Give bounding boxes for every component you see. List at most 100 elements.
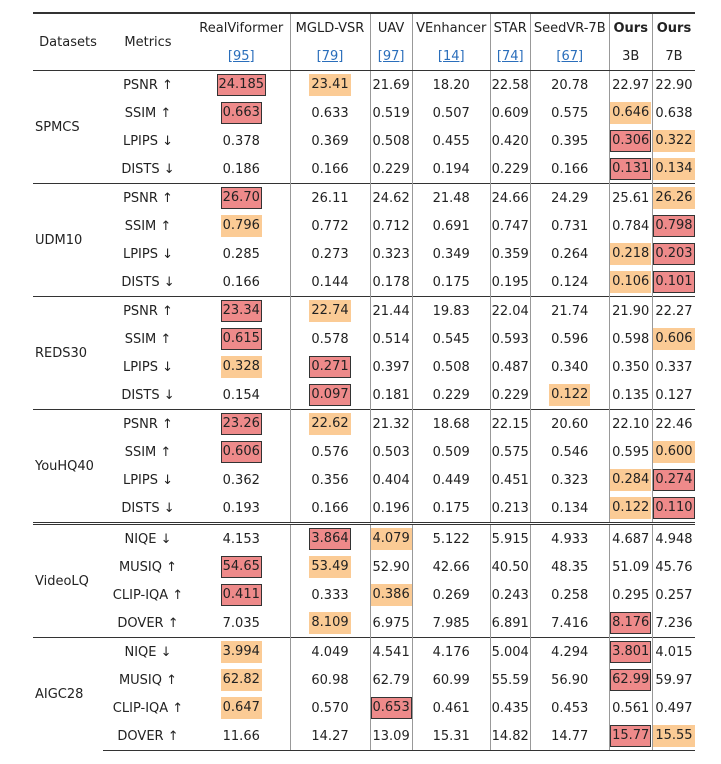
column-note: [95] — [193, 42, 290, 71]
table-row: SSIM ↑ 0.606 0.576 0.503 0.509 0.575 0.546 0.59… — [33, 438, 696, 466]
value-cell: 0.600 — [651, 438, 696, 466]
value: 52.90 — [372, 559, 410, 575]
value: 0.772 — [311, 218, 349, 234]
value: 0.575 — [491, 444, 529, 460]
value: 21.32 — [372, 416, 410, 432]
value-cell: 4.015 — [651, 637, 696, 666]
value-cell: 0.181 — [369, 381, 413, 410]
value: 5.915 — [491, 531, 529, 547]
value: 7.416 — [551, 615, 589, 631]
value-cell: 0.578 — [289, 325, 370, 353]
value-cell: 5.915 — [489, 522, 531, 553]
value-cell: 0.196 — [369, 494, 413, 524]
value-cell: 0.570 — [289, 694, 370, 722]
value: 0.166 — [551, 161, 589, 177]
value: 0.195 — [491, 274, 529, 290]
value-cell: 18.68 — [411, 409, 491, 438]
value-cell: 0.633 — [289, 99, 370, 127]
value: 0.175 — [432, 500, 470, 516]
results-table: Datasets Metrics RealViformer MGLD-VSR UAV… — [33, 12, 696, 751]
value: 0.269 — [432, 587, 470, 603]
dataset-name: SPMCS — [33, 70, 103, 184]
value: 0.323 — [372, 246, 410, 262]
value: 0.497 — [655, 700, 693, 716]
citation[interactable]: [74] — [496, 48, 524, 64]
value: 0.455 — [432, 133, 470, 149]
best-value: 0.306 — [610, 130, 652, 152]
column-name: UAV — [369, 12, 413, 42]
value-cell: 0.595 — [608, 438, 653, 466]
best-value: 0.663 — [220, 102, 262, 124]
value-cell: 0.395 — [529, 127, 610, 155]
value: 0.514 — [372, 331, 410, 347]
value-cell: 0.106 — [608, 268, 653, 297]
value-cell: 0.193 — [193, 494, 290, 524]
value-cell: 0.333 — [289, 581, 370, 609]
value: 22.97 — [612, 77, 650, 93]
metric-name: PSNR ↑ — [103, 183, 193, 212]
value-cell: 0.606 — [651, 325, 696, 353]
value-cell: 24.185 — [193, 70, 290, 99]
value: 0.575 — [551, 105, 589, 121]
value-cell: 0.397 — [369, 353, 413, 381]
value-cell: 0.653 — [369, 694, 413, 722]
value: 0.323 — [551, 472, 589, 488]
value-cell: 0.455 — [411, 127, 491, 155]
second-value: 0.328 — [220, 356, 262, 378]
value-cell: 0.747 — [489, 212, 531, 240]
value: 0.449 — [432, 472, 470, 488]
value-cell: 0.175 — [411, 268, 491, 297]
value: 22.58 — [491, 77, 529, 93]
value: 4.948 — [655, 531, 693, 547]
value: 0.124 — [551, 274, 589, 290]
value: 0.349 — [432, 246, 470, 262]
metric-name: DOVER ↑ — [117, 615, 179, 631]
value: 4.294 — [551, 644, 589, 660]
value-cell: 0.213 — [489, 494, 531, 524]
second-value: 0.796 — [220, 215, 262, 237]
column-name: Ours — [651, 12, 696, 42]
value-cell: 6.891 — [489, 609, 531, 638]
value-cell: 0.229 — [489, 381, 531, 410]
value: 4.933 — [551, 531, 589, 547]
citation[interactable]: [95] — [227, 48, 255, 64]
value-cell: 0.609 — [489, 99, 531, 127]
value-cell: 4.541 — [369, 637, 413, 666]
second-value: 0.122 — [610, 497, 652, 519]
value-cell: 0.134 — [529, 494, 610, 524]
value-cell: 15.31 — [411, 722, 491, 751]
value-cell: 21.90 — [608, 296, 653, 325]
table-row: DISTS ↓ 0.166 0.144 0.178 0.175 0.195 0.124 0.1… — [33, 268, 696, 297]
value: 40.50 — [491, 559, 529, 575]
second-value: 0.386 — [371, 584, 412, 606]
table-row: SSIM ↑ 0.663 0.633 0.519 0.507 0.609 0.575 0.64… — [33, 99, 696, 127]
value-cell: 0.461 — [411, 694, 491, 722]
value-cell: 0.127 — [651, 381, 696, 410]
value: 0.404 — [372, 472, 410, 488]
value: 0.609 — [491, 105, 529, 121]
best-value: 0.203 — [653, 243, 695, 265]
best-value: 0.110 — [653, 497, 695, 519]
value-cell: 4.294 — [529, 637, 610, 666]
value: 24.62 — [372, 190, 410, 206]
value-cell: 4.948 — [651, 522, 696, 553]
value-cell: 0.166 — [289, 494, 370, 524]
citation[interactable]: [67] — [556, 48, 584, 64]
value-cell: 0.154 — [193, 381, 290, 410]
value: 0.453 — [551, 700, 589, 716]
second-value: 62.82 — [220, 669, 262, 691]
value-cell: 0.323 — [529, 466, 610, 494]
value-cell: 52.90 — [369, 553, 413, 581]
value-cell: 22.15 — [489, 409, 531, 438]
value-cell: 4.153 — [193, 522, 290, 553]
value-cell: 11.66 — [193, 722, 290, 751]
value: 0.178 — [372, 274, 410, 290]
citation[interactable]: [97] — [377, 48, 405, 64]
value-cell: 0.124 — [529, 268, 610, 297]
value-cell: 21.74 — [529, 296, 610, 325]
value: 0.576 — [311, 444, 349, 460]
citation[interactable]: [14] — [437, 48, 465, 64]
table-wrap: Datasets Metrics RealViformer MGLD-VSR UAV… — [33, 12, 696, 751]
citation[interactable]: [79] — [316, 48, 344, 64]
value-cell: 59.97 — [651, 666, 696, 694]
